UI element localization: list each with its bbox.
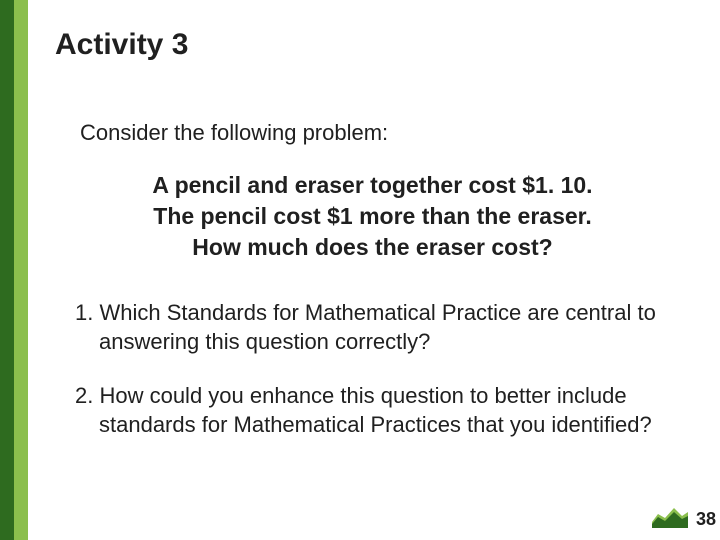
intro-text: Consider the following problem: xyxy=(80,120,690,146)
problem-statement: A pencil and eraser together cost $1. 10… xyxy=(93,170,653,263)
page-number: 38 xyxy=(696,509,716,530)
slide-title: Activity 3 xyxy=(55,28,690,62)
left-accent-bar-dark xyxy=(0,0,14,540)
question-2: 2. How could you enhance this question t… xyxy=(69,382,690,439)
question-1: 1. Which Standards for Mathematical Prac… xyxy=(69,299,690,356)
slide-content: Activity 3 Consider the following proble… xyxy=(55,28,690,466)
brand-logo-icon xyxy=(650,502,690,528)
problem-line-3: How much does the eraser cost? xyxy=(93,232,653,263)
problem-line-2: The pencil cost $1 more than the eraser. xyxy=(93,201,653,232)
problem-line-1: A pencil and eraser together cost $1. 10… xyxy=(93,170,653,201)
left-accent-bar-light xyxy=(14,0,28,540)
